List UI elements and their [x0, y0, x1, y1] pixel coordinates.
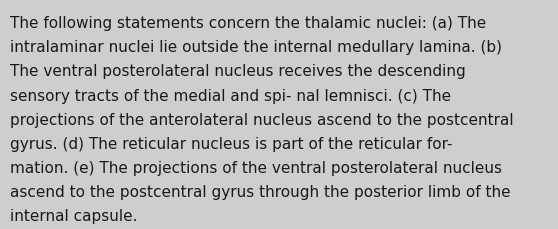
Text: internal capsule.: internal capsule.: [10, 208, 137, 223]
Text: sensory tracts of the medial and spi- nal lemnisci. (c) The: sensory tracts of the medial and spi- na…: [10, 88, 451, 103]
Text: The ventral posterolateral nucleus receives the descending: The ventral posterolateral nucleus recei…: [10, 64, 466, 79]
Text: gyrus. (d) The reticular nucleus is part of the reticular for-: gyrus. (d) The reticular nucleus is part…: [10, 136, 453, 151]
Text: intralaminar nuclei lie outside the internal medullary lamina. (b): intralaminar nuclei lie outside the inte…: [10, 40, 502, 55]
Text: ascend to the postcentral gyrus through the posterior limb of the: ascend to the postcentral gyrus through …: [10, 184, 511, 199]
Text: The following statements concern the thalamic nuclei: (a) The: The following statements concern the tha…: [10, 16, 486, 31]
Text: projections of the anterolateral nucleus ascend to the postcentral: projections of the anterolateral nucleus…: [10, 112, 514, 127]
Text: mation. (e) The projections of the ventral posterolateral nucleus: mation. (e) The projections of the ventr…: [10, 160, 502, 175]
